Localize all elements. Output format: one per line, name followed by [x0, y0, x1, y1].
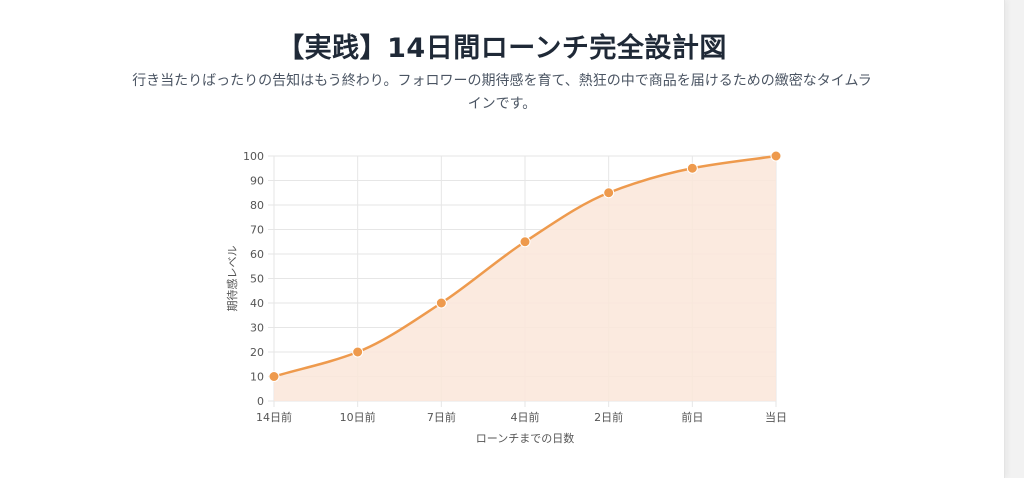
y-tick-label: 90	[250, 175, 264, 188]
data-point[interactable]	[519, 236, 531, 248]
x-tick-label: 14日前	[256, 410, 292, 424]
x-tick-label: 前日	[681, 410, 703, 424]
data-point[interactable]	[603, 187, 615, 199]
page-subtitle: 行き当たりばったりの告知はもう終わり。フォロワーの期待感を育て、熱狂の中で商品を…	[132, 73, 872, 112]
data-point[interactable]	[268, 371, 280, 382]
y-tick-labels: 0 10 20 30 40 50 60 70 80 90 100	[243, 150, 264, 408]
expectation-line-chart: 0 10 20 30 40 50 60 70 80 90 100 14日前 10日前 7日前 4日前 2日前…	[225, 150, 787, 445]
y-tick-label: 20	[250, 346, 264, 359]
data-point[interactable]	[352, 346, 364, 358]
page-title: 【実践】14日間ローンチ完全設計図	[277, 33, 727, 64]
x-tick-label: 当日	[765, 410, 787, 424]
area-fill	[274, 156, 776, 401]
x-tick-label: 10日前	[340, 410, 376, 424]
x-tick-label: 7日前	[427, 410, 456, 424]
y-tick-label: 80	[250, 199, 264, 212]
x-tick-label: 4日前	[511, 410, 540, 424]
y-tick-label: 40	[250, 297, 264, 310]
y-tick-label: 0	[257, 395, 264, 408]
x-tick-labels: 14日前 10日前 7日前 4日前 2日前 前日 当日	[256, 410, 787, 424]
y-tick-label: 70	[250, 224, 264, 237]
data-point[interactable]	[686, 162, 698, 174]
data-point[interactable]	[770, 150, 782, 162]
data-points	[268, 150, 782, 382]
y-axis-label: 期待感レベル	[225, 246, 239, 312]
y-tick-label: 100	[243, 150, 264, 163]
y-tick-label: 10	[250, 371, 264, 384]
data-point[interactable]	[435, 297, 447, 309]
x-tick-label: 2日前	[594, 410, 623, 424]
x-axis-label: ローンチまでの日数	[476, 432, 574, 445]
y-tick-label: 60	[250, 248, 264, 261]
y-tick-label: 50	[250, 273, 264, 286]
y-tick-label: 30	[250, 322, 264, 335]
